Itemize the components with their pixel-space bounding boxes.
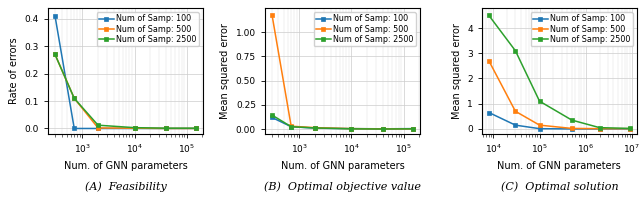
Num of Samp: 100: (1e+05, 0.01): 100: (1e+05, 0.01) bbox=[536, 127, 543, 130]
X-axis label: Num. of GNN parameters: Num. of GNN parameters bbox=[497, 161, 621, 171]
Line: Num of Samp: 500: Num of Samp: 500 bbox=[487, 59, 632, 130]
Num of Samp: 500: (700, 0.03): 500: (700, 0.03) bbox=[287, 125, 295, 127]
Legend: Num of Samp: 100, Num of Samp: 500, Num of Samp: 2500: Num of Samp: 100, Num of Samp: 500, Num … bbox=[97, 12, 199, 46]
Num of Samp: 500: (300, 0.27): 500: (300, 0.27) bbox=[51, 53, 59, 56]
Num of Samp: 500: (1.5e+05, 0): 500: (1.5e+05, 0) bbox=[192, 127, 200, 130]
Num of Samp: 2500: (700, 0.11): 2500: (700, 0.11) bbox=[70, 97, 78, 99]
Num of Samp: 500: (9e+06, 0.01): 500: (9e+06, 0.01) bbox=[626, 127, 634, 130]
Num of Samp: 500: (1e+04, 0.001): 500: (1e+04, 0.001) bbox=[131, 127, 138, 129]
Line: Num of Samp: 100: Num of Samp: 100 bbox=[270, 116, 415, 131]
Y-axis label: Mean squared error: Mean squared error bbox=[451, 23, 461, 119]
Num of Samp: 500: (1e+04, 0.005): 500: (1e+04, 0.005) bbox=[348, 127, 355, 130]
Text: (C)  Optimal solution: (C) Optimal solution bbox=[500, 182, 618, 192]
Text: (B)  Optimal objective value: (B) Optimal objective value bbox=[264, 182, 421, 192]
Num of Samp: 100: (300, 0.41): 100: (300, 0.41) bbox=[51, 15, 59, 17]
Num of Samp: 2500: (700, 0.025): 2500: (700, 0.025) bbox=[287, 125, 295, 128]
Num of Samp: 100: (700, 0): 100: (700, 0) bbox=[70, 127, 78, 130]
Num of Samp: 100: (5e+05, 0): 100: (5e+05, 0) bbox=[568, 128, 575, 130]
Num of Samp: 2500: (1e+04, 0.003): 2500: (1e+04, 0.003) bbox=[131, 126, 138, 129]
Num of Samp: 500: (3e+04, 0.7): 500: (3e+04, 0.7) bbox=[511, 110, 519, 112]
Num of Samp: 2500: (4e+04, 0.001): 2500: (4e+04, 0.001) bbox=[162, 127, 170, 129]
Line: Num of Samp: 2500: Num of Samp: 2500 bbox=[487, 14, 632, 130]
Num of Samp: 2500: (8e+03, 4.5): 2500: (8e+03, 4.5) bbox=[485, 14, 493, 17]
Num of Samp: 500: (700, 0.11): 500: (700, 0.11) bbox=[70, 97, 78, 99]
Line: Num of Samp: 2500: Num of Samp: 2500 bbox=[270, 113, 415, 131]
Legend: Num of Samp: 100, Num of Samp: 500, Num of Samp: 2500: Num of Samp: 100, Num of Samp: 500, Num … bbox=[531, 12, 633, 46]
Num of Samp: 500: (2e+03, 0.002): 500: (2e+03, 0.002) bbox=[94, 127, 102, 129]
Num of Samp: 2500: (9e+06, 0.02): 2500: (9e+06, 0.02) bbox=[626, 127, 634, 130]
Num of Samp: 100: (1e+04, 0.005): 100: (1e+04, 0.005) bbox=[348, 127, 355, 130]
Text: (A)  Feasibility: (A) Feasibility bbox=[84, 182, 166, 192]
Num of Samp: 500: (4e+04, 0): 500: (4e+04, 0) bbox=[162, 127, 170, 130]
Num of Samp: 500: (2e+03, 0.015): 500: (2e+03, 0.015) bbox=[311, 126, 319, 129]
Num of Samp: 100: (2e+03, 0.01): 100: (2e+03, 0.01) bbox=[311, 127, 319, 129]
Num of Samp: 100: (3e+04, 0.15): 100: (3e+04, 0.15) bbox=[511, 124, 519, 126]
Num of Samp: 500: (300, 1.18): 500: (300, 1.18) bbox=[268, 13, 276, 16]
Num of Samp: 100: (8e+03, 0.65): 100: (8e+03, 0.65) bbox=[485, 111, 493, 114]
Num of Samp: 100: (700, 0.025): 100: (700, 0.025) bbox=[287, 125, 295, 128]
Line: Num of Samp: 100: Num of Samp: 100 bbox=[53, 14, 198, 130]
Num of Samp: 2500: (5e+05, 0.35): 2500: (5e+05, 0.35) bbox=[568, 119, 575, 121]
X-axis label: Num. of GNN parameters: Num. of GNN parameters bbox=[63, 161, 188, 171]
Num of Samp: 2500: (1.5e+05, 0.001): 2500: (1.5e+05, 0.001) bbox=[192, 127, 200, 129]
Num of Samp: 100: (2e+06, 0): 100: (2e+06, 0) bbox=[596, 128, 604, 130]
Num of Samp: 100: (1.5e+05, 0): 100: (1.5e+05, 0) bbox=[192, 127, 200, 130]
Num of Samp: 500: (5e+05, 0.02): 500: (5e+05, 0.02) bbox=[568, 127, 575, 130]
Y-axis label: Mean squared error: Mean squared error bbox=[220, 23, 230, 119]
Num of Samp: 500: (2e+06, 0.01): 500: (2e+06, 0.01) bbox=[596, 127, 604, 130]
Num of Samp: 100: (4e+04, 0): 100: (4e+04, 0) bbox=[162, 127, 170, 130]
Num of Samp: 2500: (300, 0.145): 2500: (300, 0.145) bbox=[268, 114, 276, 116]
Num of Samp: 500: (1e+05, 0.15): 500: (1e+05, 0.15) bbox=[536, 124, 543, 126]
Num of Samp: 100: (9e+06, 0): 100: (9e+06, 0) bbox=[626, 128, 634, 130]
Legend: Num of Samp: 100, Num of Samp: 500, Num of Samp: 2500: Num of Samp: 100, Num of Samp: 500, Num … bbox=[314, 12, 416, 46]
Num of Samp: 2500: (1.5e+05, 0.003): 2500: (1.5e+05, 0.003) bbox=[409, 128, 417, 130]
Line: Num of Samp: 2500: Num of Samp: 2500 bbox=[53, 53, 198, 130]
Num of Samp: 2500: (1e+05, 1.1): 2500: (1e+05, 1.1) bbox=[536, 100, 543, 102]
Num of Samp: 500: (4e+04, 0.002): 500: (4e+04, 0.002) bbox=[379, 128, 387, 130]
Num of Samp: 2500: (300, 0.27): 2500: (300, 0.27) bbox=[51, 53, 59, 56]
X-axis label: Num. of GNN parameters: Num. of GNN parameters bbox=[280, 161, 404, 171]
Num of Samp: 100: (4e+04, 0.003): 100: (4e+04, 0.003) bbox=[379, 128, 387, 130]
Num of Samp: 500: (1.5e+05, 0.003): 500: (1.5e+05, 0.003) bbox=[409, 128, 417, 130]
Num of Samp: 100: (300, 0.12): 100: (300, 0.12) bbox=[268, 116, 276, 119]
Line: Num of Samp: 500: Num of Samp: 500 bbox=[53, 53, 198, 130]
Num of Samp: 2500: (2e+03, 0.012): 2500: (2e+03, 0.012) bbox=[94, 124, 102, 126]
Num of Samp: 100: (2e+03, 0): 100: (2e+03, 0) bbox=[94, 127, 102, 130]
Num of Samp: 2500: (3e+04, 3.1): 2500: (3e+04, 3.1) bbox=[511, 50, 519, 52]
Num of Samp: 2500: (2e+03, 0.012): 2500: (2e+03, 0.012) bbox=[311, 127, 319, 129]
Num of Samp: 500: (8e+03, 2.7): 500: (8e+03, 2.7) bbox=[485, 60, 493, 62]
Num of Samp: 2500: (4e+04, 0.001): 2500: (4e+04, 0.001) bbox=[379, 128, 387, 130]
Y-axis label: Rate of errors: Rate of errors bbox=[9, 38, 19, 104]
Line: Num of Samp: 500: Num of Samp: 500 bbox=[270, 13, 415, 131]
Line: Num of Samp: 100: Num of Samp: 100 bbox=[487, 111, 632, 131]
Num of Samp: 2500: (2e+06, 0.05): 2500: (2e+06, 0.05) bbox=[596, 126, 604, 129]
Num of Samp: 100: (1e+04, 0): 100: (1e+04, 0) bbox=[131, 127, 138, 130]
Num of Samp: 100: (1.5e+05, 0.005): 100: (1.5e+05, 0.005) bbox=[409, 127, 417, 130]
Num of Samp: 2500: (1e+04, 0.003): 2500: (1e+04, 0.003) bbox=[348, 128, 355, 130]
